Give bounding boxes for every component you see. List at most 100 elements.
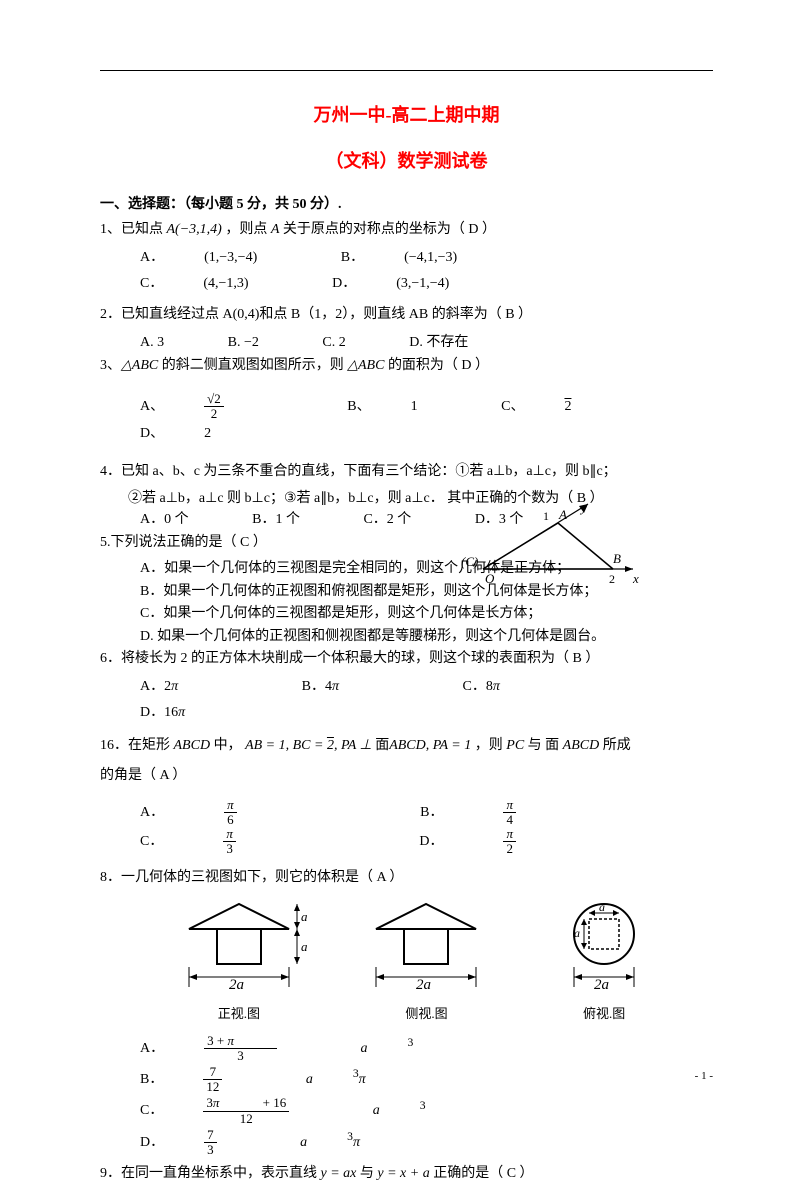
tri-label-y: y (579, 500, 587, 515)
tri-label-A: A (558, 507, 567, 522)
q1-text1: 1、已知点 (100, 222, 163, 237)
q9-text: 9．在同一直角坐标系中，表示直线 y = ax 与 y = x + a 正确的是… (100, 1166, 534, 1181)
q3-tri2: △ABC (347, 358, 384, 373)
q16-t6: 所成 (603, 738, 631, 753)
q16-abcd1: ABCD (174, 738, 211, 753)
q6-optB: B．4π (302, 674, 399, 699)
tri-label-x: x (632, 571, 639, 586)
q1-optD: D．(3,−1,−4) (332, 271, 489, 296)
q5-text: 5.下列说法正确的是（ C ） (100, 535, 267, 550)
q2-optA: A. 3 (140, 330, 164, 355)
question-2: 2．已知直线经过点 A(0,4)和点 B（1，2），则直线 AB 的斜率为（ B… (100, 304, 713, 326)
question-6: 6．将棱长为 2 的正方体木块削成一个体积最大的球，则这个球的表面积为（ B ） (100, 648, 713, 670)
tri-label-1: 1 (543, 509, 549, 523)
triangle-diagram: A B (C) O x y 1 2 (453, 499, 643, 599)
header-rule (100, 70, 713, 71)
q2-optC: C. 2 (322, 330, 345, 355)
q1-optA: A．(1,−3,−4) (140, 245, 297, 270)
svg-text:a: a (301, 909, 308, 924)
views-row: 2a a a 正视.图 2a 侧视.图 (140, 899, 693, 1022)
q3-t2: 的斜二侧直观图如图所示，则 (158, 358, 347, 373)
tri-label-O: O (485, 571, 495, 586)
q1-options: A．(1,−3,−4) B．(−4,1,−3) C．(4,−1,3) D．(3,… (100, 245, 713, 295)
q1-text2: ，则点 (225, 222, 267, 237)
q16-formula: AB = 1, BC = 2, PA ⊥ (245, 738, 372, 753)
q1-A: A (271, 222, 280, 237)
side-label: 侧视.图 (366, 1003, 486, 1022)
q2-optB: B. −2 (228, 330, 259, 355)
q4-optC: C．2 个 (363, 507, 411, 532)
side-view: 2a 侧视.图 (366, 899, 486, 1022)
q1-optC: C．(4,−1,3) (140, 271, 289, 296)
section-header: 一、选择题：（每小题 5 分，共 50 分）. (100, 193, 713, 213)
front-label: 正视.图 (169, 1003, 309, 1022)
q16-optB: B．π4 (420, 798, 636, 828)
q3-t3: 的面积为（ D ） (384, 358, 489, 373)
question-8: 8．一几何体的三视图如下，则它的体积是（ A ） (100, 867, 713, 889)
tri-label-C: (C) (461, 554, 478, 569)
q16-t3: 面 (375, 738, 389, 753)
q16-options: A．π6 B．π4 C．π3 D．π2 (100, 798, 713, 857)
exam-title-1: 万州一中-高二上期中期 (100, 101, 713, 127)
q3-t1: 3、 (100, 358, 121, 373)
q1-point: A(−3,1,4) (167, 222, 222, 237)
tri-label-2: 2 (609, 572, 615, 586)
question-16: 16．在矩形 ABCD 中， AB = 1, BC = 2, PA ⊥ 面ABC… (100, 735, 713, 757)
question-9: 9．在同一直角坐标系中，表示直线 y = ax 与 y = x + a 正确的是… (100, 1163, 713, 1185)
q16-t1: 16．在矩形 (100, 738, 170, 753)
front-view: 2a a a 正视.图 (169, 899, 309, 1022)
q3-optD: D、2 (140, 421, 251, 446)
q4-optB: B．1 个 (252, 507, 300, 532)
q8-optB: B．712 a3π (140, 1063, 406, 1094)
q16-line2: 的角是（ A ） (100, 765, 713, 787)
q4-optA: A．0 个 (140, 507, 189, 532)
q6-optC: C．8π (463, 674, 560, 699)
tri-label-B: B (613, 551, 621, 566)
q16-optA: A．π6 (140, 798, 357, 828)
svg-text:a: a (599, 900, 605, 914)
q16-pc: PC (506, 738, 524, 753)
q16-pa1: , PA = 1 (426, 738, 472, 753)
q5-optC: C．如果一个几何体的三视图都是矩形，则这个几何体是长方体； (100, 603, 713, 625)
svg-text:a: a (574, 926, 580, 940)
q16-t4: ，则 (475, 738, 503, 753)
q8-options: A．3 + π3 a3 B．712 a3π C．3π + 1612 a3 D．7… (100, 1032, 713, 1157)
q2-optD: D. 不存在 (409, 330, 468, 355)
q1-optB: B．(−4,1,−3) (341, 245, 497, 270)
q3-optC: C、2 (501, 394, 611, 419)
q16-t5: 与 面 (528, 738, 560, 753)
q6-optA: A．2π (140, 674, 238, 699)
q16-optC: C．π3 (140, 827, 356, 857)
q2-options: A. 3 B. −2 C. 2 D. 不存在 (100, 330, 713, 355)
q16-t2: 中， (214, 738, 242, 753)
front-dim: 2a (229, 977, 244, 993)
exam-title-2: （文科）数学测试卷 (100, 147, 713, 173)
q16-optD: D．π2 (419, 827, 636, 857)
q3-tri1: △ABC (121, 358, 158, 373)
q8-optD: D．73 a3π (140, 1126, 400, 1157)
question-1: 1、已知点 A(−3,1,4) ，则点 A 关于原点的对称点的坐标为（ D ） (100, 219, 713, 241)
q6-options: A．2π B．4π C．8π D．16π (100, 674, 713, 724)
question-3: 3、△ABC 的斜二侧直观图如图所示，则 △ABC 的面积为（ D ） (100, 355, 713, 377)
top-view: a a 2a 俯视.图 (544, 899, 664, 1022)
q16-abcd3: ABCD (563, 738, 600, 753)
top-dim: 2a (594, 977, 609, 993)
side-dim: 2a (416, 977, 431, 993)
svg-text:a: a (301, 939, 308, 954)
q3-optA: A、√22 (140, 392, 304, 422)
q1-text3: 关于原点的对称点的坐标为（ D ） (283, 222, 496, 237)
question-4: 4．已知 a、b、c 为三条不重合的直线，下面有三个结论：①若 a⊥b，a⊥c，… (100, 461, 713, 483)
top-label: 俯视.图 (544, 1003, 664, 1022)
q8-optA: A．3 + π3 a3 (140, 1032, 413, 1063)
q16-abcd2: ABCD (389, 738, 426, 753)
q3-optB: B、1 (347, 394, 457, 419)
page-number: - 1 - (695, 1070, 713, 1082)
q8-optC: C．3π + 1612 a3 (140, 1095, 426, 1126)
q8-text: 8．一几何体的三视图如下，则它的体积是（ A ） (100, 870, 403, 885)
q2-text: 2．已知直线经过点 A(0,4)和点 B（1，2），则直线 AB 的斜率为（ B… (100, 307, 532, 322)
q6-optD: D．16π (140, 700, 245, 725)
q6-text: 6．将棱长为 2 的正方体木块削成一个体积最大的球，则这个球的表面积为（ B ） (100, 651, 599, 666)
q5-optD: D. 如果一个几何体的正视图和侧视图都是等腰梯形，则这个几何体是圆台。 (100, 626, 713, 648)
q4-line1: 4．已知 a、b、c 为三条不重合的直线，下面有三个结论：①若 a⊥b，a⊥c，… (100, 464, 617, 479)
q3-options: A、√22 B、1 C、2 D、2 (100, 392, 713, 447)
